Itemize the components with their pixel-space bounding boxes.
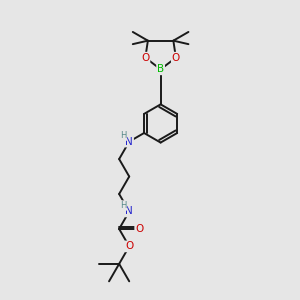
- Text: H: H: [120, 201, 127, 210]
- Text: O: O: [135, 224, 143, 234]
- Text: H: H: [120, 131, 127, 140]
- Text: N: N: [125, 136, 133, 147]
- Text: O: O: [125, 242, 133, 251]
- Text: O: O: [172, 52, 180, 63]
- Text: O: O: [141, 52, 149, 63]
- Text: B: B: [157, 64, 164, 74]
- Text: N: N: [125, 206, 133, 217]
